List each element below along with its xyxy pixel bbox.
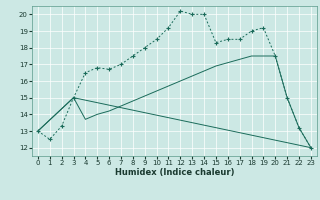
X-axis label: Humidex (Indice chaleur): Humidex (Indice chaleur)	[115, 168, 234, 177]
